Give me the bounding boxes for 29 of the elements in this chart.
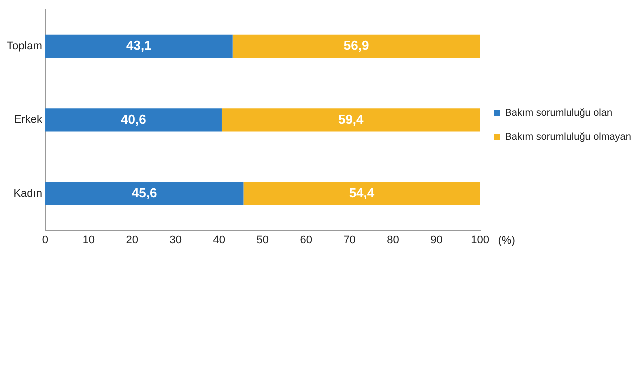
data-label: 56,9 — [344, 38, 370, 54]
x-tick-label: 10 — [82, 234, 96, 246]
x-tick-label: 30 — [170, 234, 182, 246]
data-label: 59,4 — [338, 112, 365, 127]
x-tick-label: 90 — [430, 234, 443, 246]
y-tick-label: Kadın — [14, 188, 42, 200]
data-label: 54,4 — [349, 186, 376, 201]
legend-label: Bakım sorumluluğu olmayan — [505, 132, 632, 143]
x-tick-label: 0 — [42, 234, 49, 246]
x-tick-label: 70 — [344, 234, 356, 246]
x-tick-label: 80 — [387, 234, 400, 246]
data-label: 43,1 — [126, 38, 152, 54]
x-tick-label: 40 — [213, 234, 226, 246]
bar — [45, 34, 233, 58]
y-tick-label: Toplam — [6, 40, 42, 52]
x-tick-label: 60 — [300, 234, 312, 246]
y-tick-label: Erkek — [14, 114, 43, 126]
bar — [45, 182, 244, 206]
data-label: 40,6 — [121, 112, 146, 127]
legend-label: Bakım sorumluluğu olan — [505, 108, 613, 119]
bar — [244, 182, 480, 206]
bar — [222, 108, 480, 132]
data-label: 45,6 — [132, 186, 158, 201]
x-tick-label: 50 — [256, 234, 269, 246]
x-tick-label: 20 — [126, 234, 139, 246]
x-tick-label: 100 — [471, 234, 490, 246]
bar — [45, 108, 222, 132]
x-axis-title: (%) — [498, 234, 516, 247]
bar — [232, 34, 480, 58]
